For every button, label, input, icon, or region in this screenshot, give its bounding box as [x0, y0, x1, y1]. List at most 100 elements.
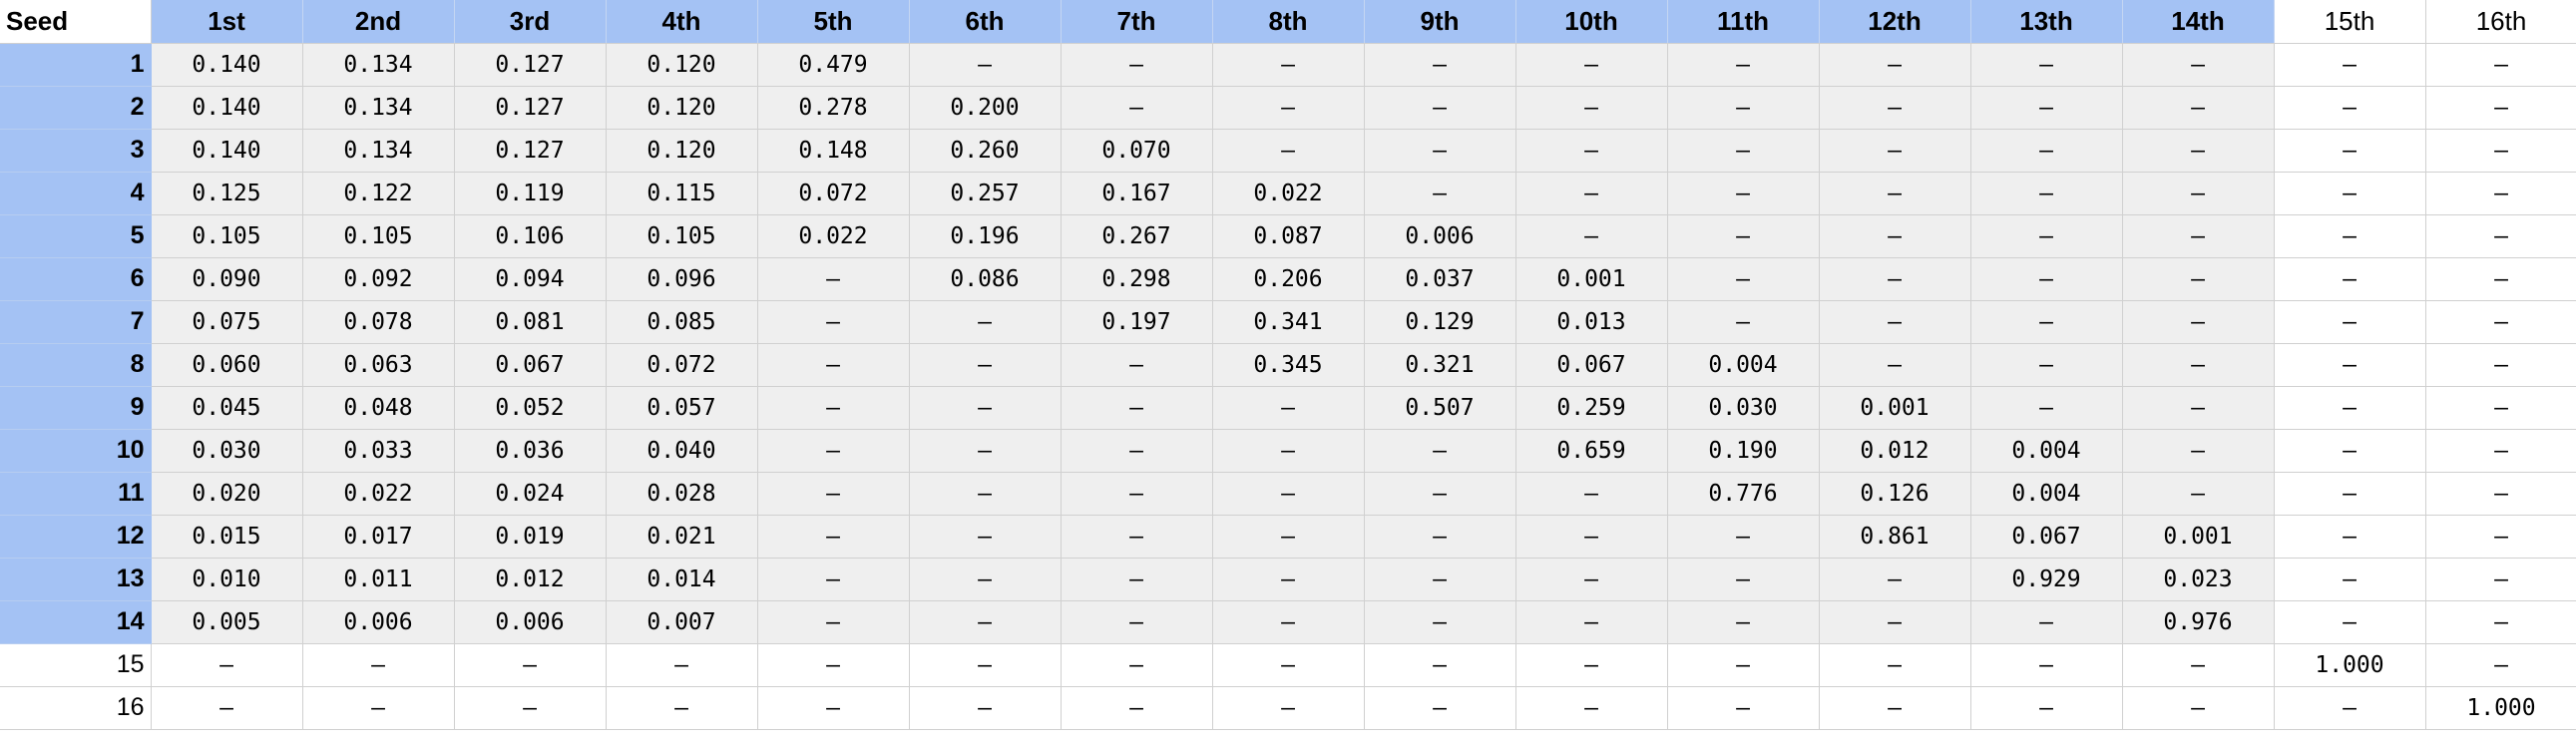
table-cell[interactable]: – — [2274, 343, 2426, 387]
table-cell[interactable]: 0.127 — [454, 86, 607, 130]
table-cell[interactable]: 0.092 — [302, 257, 455, 301]
table-cell[interactable]: – — [1515, 515, 1668, 559]
table-cell[interactable]: – — [1819, 343, 1971, 387]
table-cell[interactable]: – — [1364, 643, 1516, 687]
table-cell[interactable]: – — [1212, 600, 1365, 644]
row-header-seed[interactable]: 13 — [0, 558, 152, 601]
table-cell[interactable]: 0.057 — [606, 386, 758, 430]
table-cell[interactable]: – — [2122, 429, 2275, 473]
table-cell[interactable]: 0.017 — [302, 515, 455, 559]
table-cell[interactable]: 0.140 — [151, 86, 303, 130]
row-header-seed[interactable]: 14 — [0, 600, 152, 644]
table-cell[interactable]: 0.105 — [151, 214, 303, 258]
row-header-seed[interactable]: 3 — [0, 129, 152, 173]
table-cell[interactable]: – — [2425, 86, 2576, 130]
table-cell[interactable]: 0.022 — [302, 472, 455, 516]
table-cell[interactable]: – — [909, 600, 1062, 644]
table-cell[interactable]: – — [1061, 600, 1213, 644]
table-cell[interactable]: – — [2425, 129, 2576, 173]
row-header-seed[interactable]: 4 — [0, 172, 152, 215]
table-cell[interactable]: – — [2122, 686, 2275, 730]
column-header-11[interactable]: 11th — [1667, 0, 1820, 44]
column-header-15[interactable]: 15th — [2274, 0, 2426, 44]
table-cell[interactable]: – — [757, 300, 910, 344]
table-cell[interactable]: 0.019 — [454, 515, 607, 559]
table-cell[interactable]: 0.006 — [302, 600, 455, 644]
table-cell[interactable]: – — [757, 558, 910, 601]
table-cell[interactable]: – — [1061, 515, 1213, 559]
table-cell[interactable]: – — [2425, 172, 2576, 215]
table-cell[interactable]: 0.140 — [151, 43, 303, 87]
table-cell[interactable]: – — [606, 686, 758, 730]
table-cell[interactable]: – — [2122, 300, 2275, 344]
table-cell[interactable]: 0.105 — [606, 214, 758, 258]
table-cell[interactable]: 0.072 — [606, 343, 758, 387]
table-cell[interactable]: – — [454, 643, 607, 687]
table-cell[interactable]: – — [1515, 43, 1668, 87]
table-cell[interactable]: 0.024 — [454, 472, 607, 516]
table-cell[interactable]: 0.167 — [1061, 172, 1213, 215]
table-cell[interactable]: – — [1819, 129, 1971, 173]
table-cell[interactable]: – — [2425, 600, 2576, 644]
table-cell[interactable]: – — [1970, 300, 2123, 344]
table-cell[interactable]: – — [1667, 86, 1820, 130]
table-cell[interactable]: 0.197 — [1061, 300, 1213, 344]
table-cell[interactable]: 0.148 — [757, 129, 910, 173]
table-cell[interactable]: – — [454, 686, 607, 730]
table-cell[interactable]: – — [2274, 515, 2426, 559]
table-cell[interactable]: – — [1819, 643, 1971, 687]
table-cell[interactable]: 0.122 — [302, 172, 455, 215]
table-cell[interactable]: – — [1212, 515, 1365, 559]
table-cell[interactable]: – — [909, 429, 1062, 473]
table-cell[interactable]: 0.105 — [302, 214, 455, 258]
table-cell[interactable]: – — [1970, 43, 2123, 87]
table-cell[interactable]: – — [909, 300, 1062, 344]
table-cell[interactable]: 0.037 — [1364, 257, 1516, 301]
table-cell[interactable]: – — [1667, 686, 1820, 730]
table-cell[interactable]: 0.012 — [1819, 429, 1971, 473]
table-cell[interactable]: – — [1364, 515, 1516, 559]
table-cell[interactable]: – — [1970, 600, 2123, 644]
row-header-seed[interactable]: 10 — [0, 429, 152, 473]
table-cell[interactable]: – — [2425, 429, 2576, 473]
table-cell[interactable]: – — [909, 43, 1062, 87]
table-cell[interactable]: – — [757, 472, 910, 516]
table-cell[interactable]: – — [2274, 686, 2426, 730]
table-cell[interactable]: – — [1364, 472, 1516, 516]
table-cell[interactable]: – — [2274, 386, 2426, 430]
column-header-9[interactable]: 9th — [1364, 0, 1516, 44]
table-cell[interactable]: 0.206 — [1212, 257, 1365, 301]
table-cell[interactable]: 0.976 — [2122, 600, 2275, 644]
table-cell[interactable]: 0.096 — [606, 257, 758, 301]
table-cell[interactable]: – — [1212, 643, 1365, 687]
table-cell[interactable]: 0.045 — [151, 386, 303, 430]
table-cell[interactable]: – — [2274, 214, 2426, 258]
table-cell[interactable]: 0.012 — [454, 558, 607, 601]
table-cell[interactable]: 0.013 — [1515, 300, 1668, 344]
table-cell[interactable]: – — [2274, 600, 2426, 644]
table-cell[interactable]: 0.033 — [302, 429, 455, 473]
table-cell[interactable]: – — [1970, 86, 2123, 130]
table-cell[interactable]: – — [2425, 257, 2576, 301]
table-cell[interactable]: 0.120 — [606, 86, 758, 130]
table-cell[interactable]: 0.004 — [1970, 429, 2123, 473]
column-header-14[interactable]: 14th — [2122, 0, 2275, 44]
table-cell[interactable]: – — [1212, 43, 1365, 87]
table-cell[interactable]: 0.014 — [606, 558, 758, 601]
table-cell[interactable]: 0.007 — [606, 600, 758, 644]
table-cell[interactable]: – — [1970, 343, 2123, 387]
table-cell[interactable]: – — [2425, 43, 2576, 87]
table-cell[interactable]: 0.030 — [151, 429, 303, 473]
table-cell[interactable]: 0.048 — [302, 386, 455, 430]
table-cell[interactable]: – — [1970, 643, 2123, 687]
table-cell[interactable]: – — [151, 686, 303, 730]
row-header-seed[interactable]: 5 — [0, 214, 152, 258]
table-cell[interactable]: 0.776 — [1667, 472, 1820, 516]
column-header-4[interactable]: 4th — [606, 0, 758, 44]
table-cell[interactable]: – — [1667, 129, 1820, 173]
table-cell[interactable]: – — [909, 472, 1062, 516]
table-cell[interactable]: 0.011 — [302, 558, 455, 601]
table-cell[interactable]: 0.067 — [454, 343, 607, 387]
row-header-seed[interactable]: 2 — [0, 86, 152, 130]
table-cell[interactable]: – — [1970, 386, 2123, 430]
